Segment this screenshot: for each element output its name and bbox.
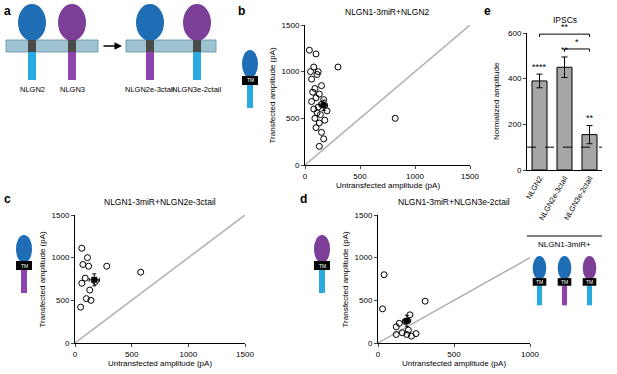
svg-text:****: **** [532,62,547,72]
svg-text:600: 600 [508,29,522,38]
svg-text:0: 0 [376,350,381,359]
svg-text:Untransfected amplitude (pA): Untransfected amplitude (pA) [108,359,212,368]
svg-text:500: 500 [125,350,139,359]
svg-text:NLGN1-3miR+: NLGN1-3miR+ [538,240,591,249]
svg-text:0: 0 [517,166,522,175]
svg-text:Untransfected amplitude (pA): Untransfected amplitude (pA) [336,181,440,190]
svg-text:500: 500 [447,350,461,359]
svg-text:0: 0 [65,339,70,348]
svg-text:400: 400 [508,74,522,83]
svg-text:TM: TM [536,279,543,285]
svg-text:TM: TM [21,263,28,269]
svg-text:1500: 1500 [52,211,70,220]
svg-text:1000: 1000 [521,350,539,359]
svg-text:TM: TM [561,279,568,285]
svg-text:500: 500 [56,296,70,305]
svg-text:1500: 1500 [282,21,300,30]
svg-text:Transfected amplitude (pA): Transfected amplitude (pA) [268,47,277,144]
svg-text:*: * [575,37,579,47]
svg-text:500: 500 [359,296,373,305]
svg-text:d: d [300,192,307,206]
svg-text:Transfected amplitude (pA): Transfected amplitude (pA) [38,231,47,328]
svg-text:200: 200 [508,120,522,129]
svg-text:NLGN2e-3ctail: NLGN2e-3ctail [537,174,570,221]
svg-text:NLGN2e-3ctail: NLGN2e-3ctail [125,85,175,94]
svg-text:**: ** [586,113,594,123]
svg-text:500: 500 [353,172,367,181]
svg-text:1000: 1000 [179,350,197,359]
svg-text:1500: 1500 [355,211,373,220]
svg-text:Transfected amplitude (pA): Transfected amplitude (pA) [341,231,350,328]
svg-text:Normalized amplitude: Normalized amplitude [492,62,501,140]
svg-text:0: 0 [295,161,300,170]
svg-text:TM: TM [247,77,254,83]
svg-text:NLGN3: NLGN3 [60,85,85,94]
svg-text:e: e [484,4,491,18]
svg-text:TM: TM [586,279,593,285]
svg-text:1000: 1000 [282,67,300,76]
svg-text:Untransfected amplitude (pA): Untransfected amplitude (pA) [402,359,506,368]
svg-text:500: 500 [286,114,300,123]
svg-text:**: ** [561,22,569,32]
svg-text:c: c [4,192,11,206]
svg-text:0: 0 [73,350,78,359]
svg-text:NLGN1-3miR+NLGN2e-3ctail: NLGN1-3miR+NLGN2e-3ctail [104,197,216,207]
svg-text:NLGN3e-2ctail: NLGN3e-2ctail [562,174,595,221]
svg-text:NLGN3e-2ctail: NLGN3e-2ctail [172,85,222,94]
svg-text:**: ** [561,45,569,55]
svg-text:NLGN1-3miR+NLGN3e-2ctail: NLGN1-3miR+NLGN3e-2ctail [398,197,510,207]
svg-text:TM: TM [319,263,326,269]
svg-text:1500: 1500 [461,172,479,181]
svg-text:0: 0 [303,172,308,181]
svg-text:0: 0 [368,339,373,348]
svg-text:a: a [4,4,11,18]
svg-text:NLGN2: NLGN2 [20,85,45,94]
svg-text:1000: 1000 [355,253,373,262]
svg-text:NLGN1-3miR+NLGN2: NLGN1-3miR+NLGN2 [345,7,430,17]
svg-text:IPSCs: IPSCs [553,15,577,25]
svg-text:1000: 1000 [406,172,424,181]
svg-text:1000: 1000 [52,253,70,262]
svg-text:b: b [238,4,245,18]
svg-text:NLGN2: NLGN2 [524,175,544,201]
svg-text:1500: 1500 [236,350,254,359]
